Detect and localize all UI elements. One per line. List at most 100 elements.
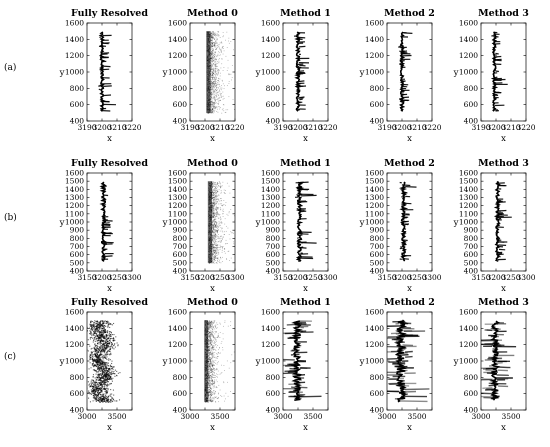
data-point xyxy=(216,108,218,110)
data-point xyxy=(107,397,109,399)
data-point xyxy=(213,255,215,257)
data-point xyxy=(97,399,99,401)
data-point xyxy=(109,354,111,356)
data-point xyxy=(212,98,214,99)
data-point xyxy=(224,223,226,225)
data-point xyxy=(217,191,218,192)
data-point xyxy=(105,344,108,346)
y-tick-label: 1200 xyxy=(168,51,187,60)
data-point xyxy=(107,342,109,344)
data-point xyxy=(215,98,216,100)
x-tick-label: 3220 xyxy=(225,123,244,132)
panel-title: Fully Resolved xyxy=(71,158,148,169)
data-point xyxy=(213,213,214,215)
data-point xyxy=(218,108,220,110)
data-point xyxy=(215,64,216,65)
data-point xyxy=(216,42,218,44)
data-point xyxy=(212,44,214,46)
data-point xyxy=(213,101,215,103)
data-point xyxy=(211,86,212,88)
y-tick-label: 1500 xyxy=(365,177,384,186)
data-point xyxy=(215,255,217,257)
data-point xyxy=(100,377,102,379)
data-point xyxy=(91,328,93,330)
data-point xyxy=(215,236,217,238)
data-point xyxy=(215,101,216,103)
data-point xyxy=(218,241,219,243)
data-point xyxy=(216,245,218,246)
data-point xyxy=(103,325,105,327)
y-tick-label: 1600 xyxy=(168,169,187,178)
data-point xyxy=(210,60,212,61)
data-point xyxy=(212,185,214,187)
data-point xyxy=(222,80,223,82)
data-point xyxy=(94,380,96,383)
data-point xyxy=(221,186,223,188)
data-point xyxy=(399,45,402,48)
data-point xyxy=(215,65,217,67)
data-point xyxy=(215,230,217,231)
y-tick-label: 900 xyxy=(370,226,385,235)
data-point xyxy=(99,358,101,361)
data-point xyxy=(216,201,218,203)
data-point xyxy=(213,247,215,249)
data-point xyxy=(94,325,96,328)
data-point xyxy=(93,386,95,388)
data-point xyxy=(97,394,99,396)
data-point xyxy=(216,241,218,243)
data-point xyxy=(216,215,217,217)
data-point xyxy=(213,83,215,85)
axes-frame xyxy=(386,22,433,122)
data-point xyxy=(210,33,212,35)
data-point xyxy=(215,68,216,70)
data-point xyxy=(212,36,214,38)
data-point xyxy=(103,255,106,258)
data-point xyxy=(219,42,221,44)
data-point xyxy=(228,81,230,82)
data-point xyxy=(212,238,214,240)
y-tick-label: 1200 xyxy=(459,51,478,60)
x-tick-label: 3150 xyxy=(180,273,199,282)
data-point xyxy=(213,185,215,187)
x-tick-label: 3190 xyxy=(471,123,490,132)
data-point xyxy=(211,45,213,47)
data-point xyxy=(214,78,216,80)
data-point xyxy=(211,247,213,249)
y-tick-label: 1200 xyxy=(365,201,384,210)
data-point xyxy=(213,216,214,218)
data-point xyxy=(216,86,218,88)
data-point xyxy=(211,43,213,45)
data-point xyxy=(214,44,216,46)
data-point xyxy=(212,224,213,226)
data-point xyxy=(94,387,96,389)
data-point xyxy=(211,254,213,256)
y-tick-label: 400 xyxy=(266,267,281,276)
data-point xyxy=(95,359,97,361)
data-point xyxy=(97,392,99,394)
data-point xyxy=(215,221,217,223)
panel-title: Method 3 xyxy=(478,158,529,169)
data-point xyxy=(109,348,111,350)
data-point xyxy=(111,397,113,399)
data-point xyxy=(218,218,220,220)
data-point xyxy=(92,397,94,399)
data-point xyxy=(95,334,97,336)
data-point xyxy=(212,75,214,76)
data-point xyxy=(212,198,213,199)
data-point xyxy=(211,230,213,232)
data-point xyxy=(497,201,501,204)
data-point xyxy=(219,78,221,80)
data-point xyxy=(93,326,95,328)
data-point xyxy=(213,83,214,84)
data-point xyxy=(220,219,221,221)
data-point xyxy=(214,253,216,255)
data-point xyxy=(220,226,222,228)
data-point xyxy=(94,349,96,351)
data-point xyxy=(211,93,213,95)
data-point xyxy=(94,327,96,330)
data-point xyxy=(211,225,213,227)
data-point xyxy=(236,39,237,40)
data-point xyxy=(96,366,98,368)
data-point xyxy=(221,109,223,111)
data-point xyxy=(213,246,215,248)
